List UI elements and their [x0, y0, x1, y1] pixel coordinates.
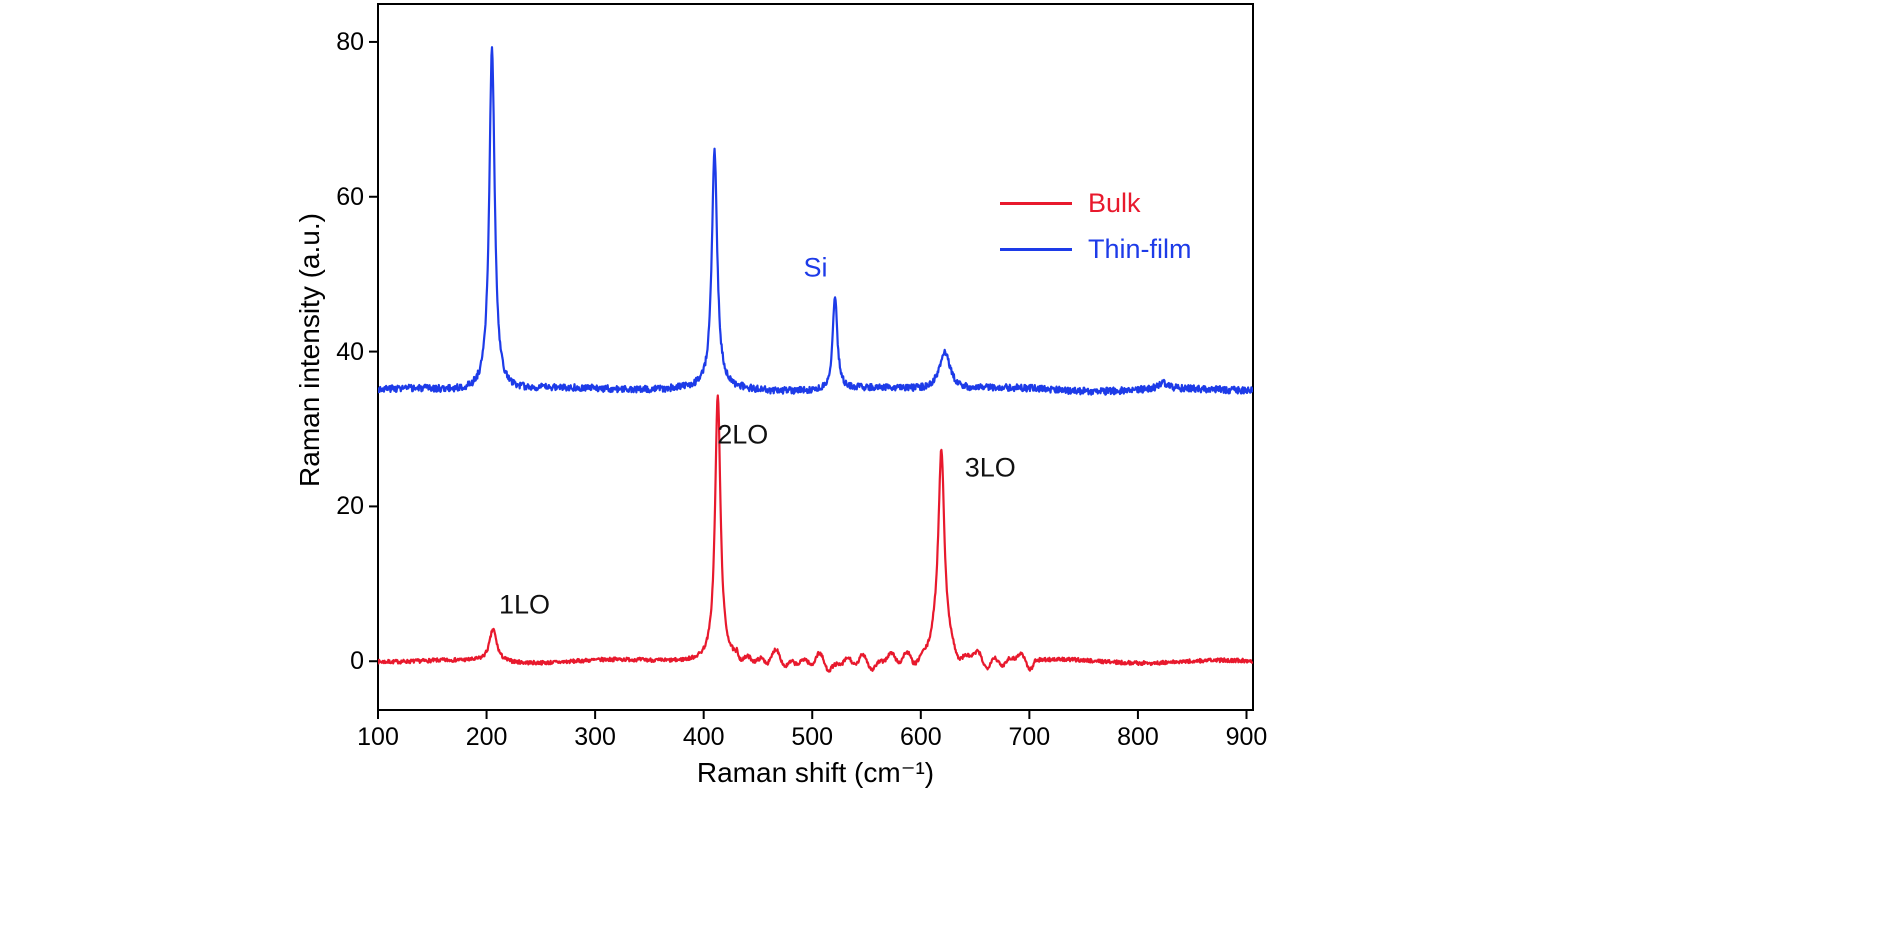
legend-swatch: [1000, 201, 1072, 205]
x-tick-label: 400: [682, 723, 725, 751]
x-tick-label: 500: [791, 723, 834, 751]
raman-spectra-figure: 100 200 300 400 500 600 700 800 900 0 20 40 60 80 1L…: [294, 3, 1267, 788]
y-tick-label: 60: [336, 182, 364, 211]
x-tick-label: 600: [899, 723, 942, 751]
x-axis-title: Raman shift (cm⁻¹): [696, 757, 935, 788]
y-tick-label: 20: [336, 492, 364, 521]
plot-frame: [377, 3, 1254, 711]
legend: Bulk Thin-film: [1000, 180, 1192, 272]
legend-item-thin-film: Thin-film: [1000, 226, 1192, 272]
y-tick-label: 80: [336, 27, 364, 56]
peak-label-1lo: 1LO: [499, 589, 551, 620]
legend-item-bulk: Bulk: [1000, 180, 1192, 226]
y-tick-label: 0: [350, 647, 364, 676]
legend-swatch: [1000, 247, 1072, 251]
series-line-bulk: [378, 394, 1253, 673]
x-tick-label: 800: [1117, 723, 1159, 751]
legend-label: Thin-film: [1088, 233, 1192, 264]
peak-label-3lo: 3LO: [964, 452, 1016, 483]
plot-area: [369, 3, 1254, 719]
x-tick-label: 900: [1225, 723, 1268, 751]
x-tick-label: 700: [1008, 723, 1051, 751]
peak-label-si: Si: [803, 252, 828, 283]
x-tick-label: 200: [465, 723, 508, 751]
x-tick-label: 300: [574, 723, 616, 751]
y-axis-title-text: Raman intensity (a.u.): [294, 213, 325, 487]
peak-label-2lo: 2LO: [717, 419, 769, 450]
x-tick-label: 100: [357, 723, 399, 751]
series-line-thin-film: [378, 46, 1253, 396]
y-tick-label: 40: [336, 337, 364, 366]
legend-label: Bulk: [1088, 187, 1141, 218]
